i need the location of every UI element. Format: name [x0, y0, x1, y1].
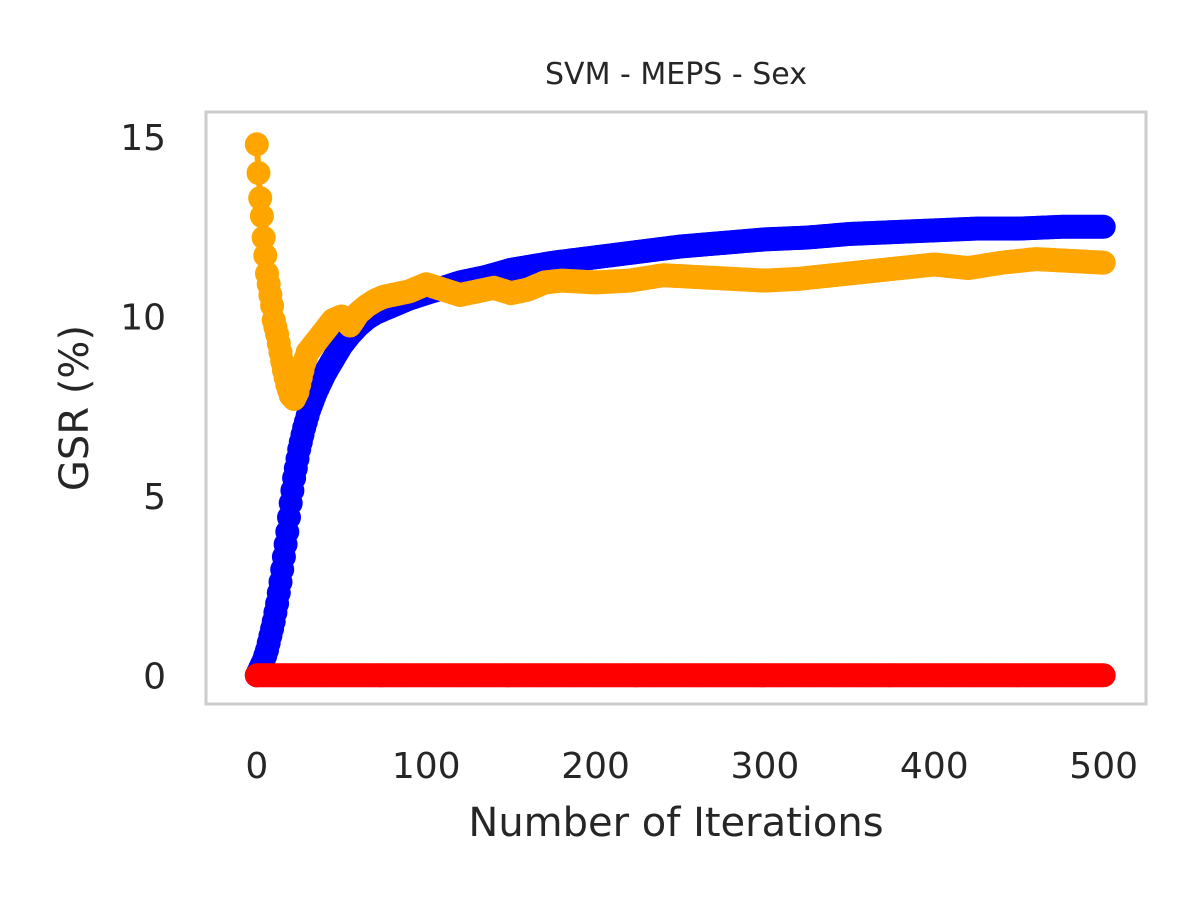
- data-point: [248, 186, 273, 211]
- y-tick-label: 15: [120, 118, 166, 159]
- plot-frame: [204, 110, 1148, 706]
- data-point: [249, 204, 274, 228]
- x-tick-label: 200: [561, 746, 630, 787]
- data-point: [251, 225, 276, 250]
- chart-title: SVM - MEPS - Sex: [545, 57, 807, 92]
- x-tick-label: 500: [1069, 746, 1138, 787]
- x-tick-label: 400: [900, 746, 969, 787]
- data-point: [244, 132, 269, 157]
- series-1: [244, 132, 1116, 411]
- data-point: [253, 243, 278, 268]
- series-2: [244, 663, 1116, 688]
- data-point: [246, 161, 271, 185]
- x-axis-label: Number of Iterations: [468, 800, 883, 846]
- x-tick-label: 0: [245, 746, 268, 787]
- y-tick-label: 10: [120, 298, 166, 339]
- y-tick-label: 0: [143, 656, 166, 697]
- x-tick-labels: 0 100 200 300 400 500: [245, 746, 1138, 787]
- x-tick-label: 300: [731, 746, 800, 787]
- y-tick-labels: 0 5 10 15: [120, 118, 166, 697]
- y-axis-label: GSR (%): [52, 325, 98, 491]
- x-tick-label: 100: [392, 746, 461, 787]
- data-point: [1091, 214, 1116, 239]
- y-tick-label: 5: [143, 477, 166, 518]
- series-layer: [244, 132, 1116, 688]
- data-point: [1091, 250, 1116, 275]
- data-point: [1091, 663, 1116, 688]
